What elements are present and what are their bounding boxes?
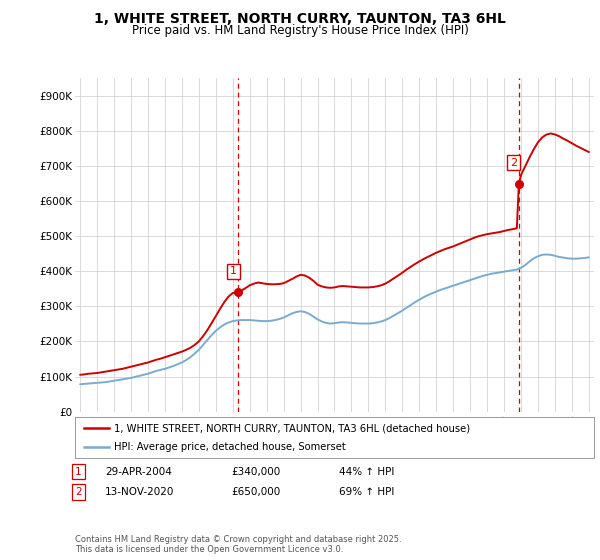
Text: Contains HM Land Registry data © Crown copyright and database right 2025.: Contains HM Land Registry data © Crown c… bbox=[75, 535, 401, 544]
Text: 1, WHITE STREET, NORTH CURRY, TAUNTON, TA3 6HL (detached house): 1, WHITE STREET, NORTH CURRY, TAUNTON, T… bbox=[114, 423, 470, 433]
Text: 29-APR-2004: 29-APR-2004 bbox=[105, 466, 172, 477]
Text: 1: 1 bbox=[230, 267, 237, 276]
Text: This data is licensed under the Open Government Licence v3.0.: This data is licensed under the Open Gov… bbox=[75, 545, 343, 554]
Text: 2: 2 bbox=[510, 157, 517, 167]
Text: HPI: Average price, detached house, Somerset: HPI: Average price, detached house, Some… bbox=[114, 442, 346, 452]
Text: 2: 2 bbox=[75, 487, 82, 497]
Text: £650,000: £650,000 bbox=[231, 487, 280, 497]
Text: 1, WHITE STREET, NORTH CURRY, TAUNTON, TA3 6HL: 1, WHITE STREET, NORTH CURRY, TAUNTON, T… bbox=[94, 12, 506, 26]
Text: Price paid vs. HM Land Registry's House Price Index (HPI): Price paid vs. HM Land Registry's House … bbox=[131, 24, 469, 36]
Text: £340,000: £340,000 bbox=[231, 466, 280, 477]
Text: 1: 1 bbox=[75, 466, 82, 477]
Text: 44% ↑ HPI: 44% ↑ HPI bbox=[339, 466, 394, 477]
Text: 69% ↑ HPI: 69% ↑ HPI bbox=[339, 487, 394, 497]
Text: 13-NOV-2020: 13-NOV-2020 bbox=[105, 487, 175, 497]
